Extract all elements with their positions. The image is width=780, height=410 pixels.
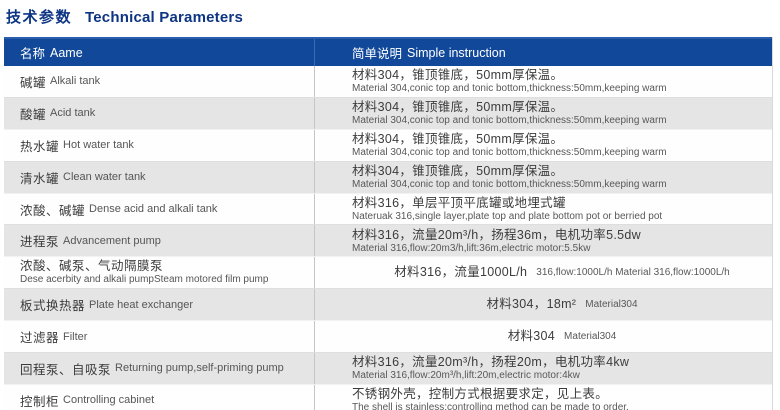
row-desc-en: Material 304,conic top and tonic bottom,… bbox=[352, 115, 667, 127]
row-name-en: Filter bbox=[63, 330, 88, 343]
row-desc-en: 316,flow:1000L/h Material 316,flow:1000L… bbox=[536, 267, 730, 279]
row-instruction-cell: 材料304，18m² Material304 bbox=[315, 289, 772, 320]
row-desc-cn: 材料316，流量1000L/h bbox=[394, 265, 528, 280]
row-desc-cn: 不锈钢外壳，控制方式根据要求定，见上表。 bbox=[352, 387, 609, 402]
page-title: 技术参数 Technical Parameters bbox=[6, 6, 243, 27]
header-cell-instruction: 简单说明 Simple instruction bbox=[315, 43, 772, 62]
header-cell-name: 名称 Aame bbox=[4, 39, 315, 66]
row-name-cn: 清水罐 bbox=[20, 171, 60, 186]
row-desc-cn: 材料304，锥顶锥底，50mm厚保温。 bbox=[352, 100, 564, 115]
table-row: 回程泵、自吸泵 Returning pump,self-priming pump… bbox=[4, 353, 772, 385]
row-desc-cn: 材料304，锥顶锥底，50mm厚保温。 bbox=[352, 164, 564, 179]
page-title-en: Technical Parameters bbox=[85, 9, 243, 26]
row-instruction-cell: 材料316，流量1000L/h 316,flow:1000L/h Materia… bbox=[315, 257, 772, 288]
row-desc-en: The shell is stainless;controlling metho… bbox=[352, 402, 629, 410]
row-name-en: Advancement pump bbox=[63, 234, 161, 247]
row-name-cn: 控制柜 bbox=[20, 394, 60, 409]
row-desc-en: Material 304,conic top and tonic bottom,… bbox=[352, 147, 667, 159]
table-row: 碱罐 Alkali tank 材料304，锥顶锥底，50mm厚保温。 Mater… bbox=[4, 66, 772, 98]
row-name-cell: 清水罐 Clean water tank bbox=[4, 161, 315, 193]
table-row: 板式换热器 Plate heat exchanger 材料304，18m² Ma… bbox=[4, 289, 772, 322]
page-title-cn: 技术参数 bbox=[6, 9, 73, 26]
row-name-en: Dense acid and alkali tank bbox=[89, 203, 218, 215]
row-name-en: Returning pump,self-priming pump bbox=[115, 362, 284, 375]
row-desc-en: Nateruak 316,single layer,plate top and … bbox=[352, 211, 663, 222]
row-name-cn: 过滤器 bbox=[20, 331, 60, 346]
row-instruction-cell: 材料316，流量20m³/h，扬程36m，电机功率5.5dw Material … bbox=[315, 225, 772, 256]
row-instruction-cell: 材料316，流量20m³/h，扬程20m，电机功率4kw Material 31… bbox=[315, 353, 772, 384]
row-name-cn: 浓酸、碱罐 bbox=[20, 203, 86, 218]
row-name-cell: 过滤器 Filter bbox=[4, 321, 315, 353]
row-desc-cn: 材料304，锥顶锥底，50mm厚保温。 bbox=[352, 68, 564, 83]
table-row: 热水罐 Hot water tank 材料304，锥顶锥底，50mm厚保温。 M… bbox=[4, 129, 772, 162]
row-instruction-cell: 不锈钢外壳，控制方式根据要求定，见上表。 The shell is stainl… bbox=[315, 385, 772, 410]
row-instruction-cell: 材料304，锥顶锥底，50mm厚保温。 Material 304,conic t… bbox=[315, 98, 772, 129]
row-name-cn: 浓酸、碱泵、气动隔膜泵 bbox=[20, 259, 164, 274]
row-instruction-cell: 材料304，锥顶锥底，50mm厚保温。 Material 304,conic t… bbox=[315, 130, 772, 161]
parameters-table: 名称 Aame 简单说明 Simple instruction 碱罐 Alkali … bbox=[4, 37, 773, 410]
table-row: 酸罐 Acid tank 材料304，锥顶锥底，50mm厚保温。 Materia… bbox=[4, 97, 772, 130]
row-name-cell: 酸罐 Acid tank bbox=[4, 97, 315, 129]
row-name-cn: 进程泵 bbox=[20, 235, 60, 250]
row-desc-cn: 材料316，流量20m³/h，扬程36m，电机功率5.5dw bbox=[352, 227, 641, 242]
row-instruction-cell: 材料304，锥顶锥底，50mm厚保温。 Material 304,conic t… bbox=[315, 162, 772, 193]
table-row: 控制柜 Controlling cabinet 不锈钢外壳，控制方式根据要求定，… bbox=[4, 384, 772, 410]
row-name-en: Hot water tank bbox=[63, 139, 134, 152]
table-row: 清水罐 Clean water tank 材料304，锥顶锥底，50mm厚保温。… bbox=[4, 161, 772, 194]
table-header-row: 名称 Aame 简单说明 Simple instruction bbox=[4, 37, 772, 66]
row-name-cell: 板式换热器 Plate heat exchanger bbox=[4, 289, 315, 321]
table-body: 碱罐 Alkali tank 材料304，锥顶锥底，50mm厚保温。 Mater… bbox=[4, 66, 772, 410]
row-name-cn: 酸罐 bbox=[20, 107, 47, 122]
row-desc-cn: 材料316，单层平顶平底罐或地埋式罐 bbox=[352, 196, 566, 210]
header-name-en: Aame bbox=[50, 45, 83, 60]
row-instruction-cell: 材料304 Material304 bbox=[315, 321, 772, 352]
row-name-cn: 板式换热器 bbox=[20, 299, 86, 314]
row-name-cn: 回程泵、自吸泵 bbox=[20, 362, 112, 377]
row-name-cell: 进程泵 Advancement pump bbox=[4, 225, 315, 257]
table-row: 浓酸、碱泵、气动隔膜泵 Dese acerbity and alkali pum… bbox=[4, 257, 772, 290]
row-name-cell: 热水罐 Hot water tank bbox=[4, 129, 315, 161]
row-name-en: Alkali tank bbox=[50, 75, 101, 88]
row-name-en: Plate heat exchanger bbox=[89, 298, 193, 311]
row-desc-en: Material 304,conic top and tonic bottom,… bbox=[352, 179, 667, 191]
row-name-en: Acid tank bbox=[50, 107, 96, 120]
row-name-cell: 浓酸、碱泵、气动隔膜泵 Dese acerbity and alkali pum… bbox=[4, 257, 315, 289]
header-desc-en: Simple instruction bbox=[407, 45, 506, 60]
row-name-cell: 碱罐 Alkali tank bbox=[4, 66, 315, 97]
row-desc-cn: 材料304 bbox=[507, 329, 556, 344]
table-row: 过滤器 Filter 材料304 Material304 bbox=[4, 321, 772, 354]
row-name-cell: 浓酸、碱罐 Dense acid and alkali tank bbox=[4, 193, 315, 225]
row-desc-cn: 材料304，锥顶锥底，50mm厚保温。 bbox=[352, 132, 564, 147]
table-row: 进程泵 Advancement pump 材料316，流量20m³/h，扬程36… bbox=[4, 225, 772, 258]
row-desc-en: Material304 bbox=[564, 331, 617, 343]
row-name-cell: 回程泵、自吸泵 Returning pump,self-priming pump bbox=[4, 353, 315, 384]
row-desc-en: Material304 bbox=[585, 299, 638, 311]
row-desc-en: Material 304,conic top and tonic bottom,… bbox=[352, 83, 667, 95]
row-name-en: Clean water tank bbox=[63, 171, 146, 184]
row-desc-en: Material 316,flow:20m3/h,lift:36m,electr… bbox=[352, 242, 591, 254]
row-name-cn: 碱罐 bbox=[20, 75, 47, 90]
row-instruction-cell: 材料316，单层平顶平底罐或地埋式罐 Nateruak 316,single l… bbox=[315, 194, 772, 225]
row-name-en: Dese acerbity and alkali pumpSteam motor… bbox=[20, 274, 269, 286]
header-name-cn: 名称 bbox=[20, 47, 46, 61]
row-name-en: Controlling cabinet bbox=[63, 394, 155, 407]
row-desc-cn: 材料304，18m² bbox=[486, 297, 577, 312]
row-desc-en: Material 316,flow:20m³/h,lift:20m,electr… bbox=[352, 370, 580, 382]
row-name-cn: 热水罐 bbox=[20, 139, 60, 154]
row-name-cell: 控制柜 Controlling cabinet bbox=[4, 384, 315, 410]
row-desc-cn: 材料316，流量20m³/h，扬程20m，电机功率4kw bbox=[352, 355, 630, 370]
row-instruction-cell: 材料304，锥顶锥底，50mm厚保温。 Material 304,conic t… bbox=[315, 66, 772, 97]
header-desc-cn: 简单说明 bbox=[352, 47, 403, 61]
table-row: 浓酸、碱罐 Dense acid and alkali tank 材料316，单… bbox=[4, 193, 772, 226]
